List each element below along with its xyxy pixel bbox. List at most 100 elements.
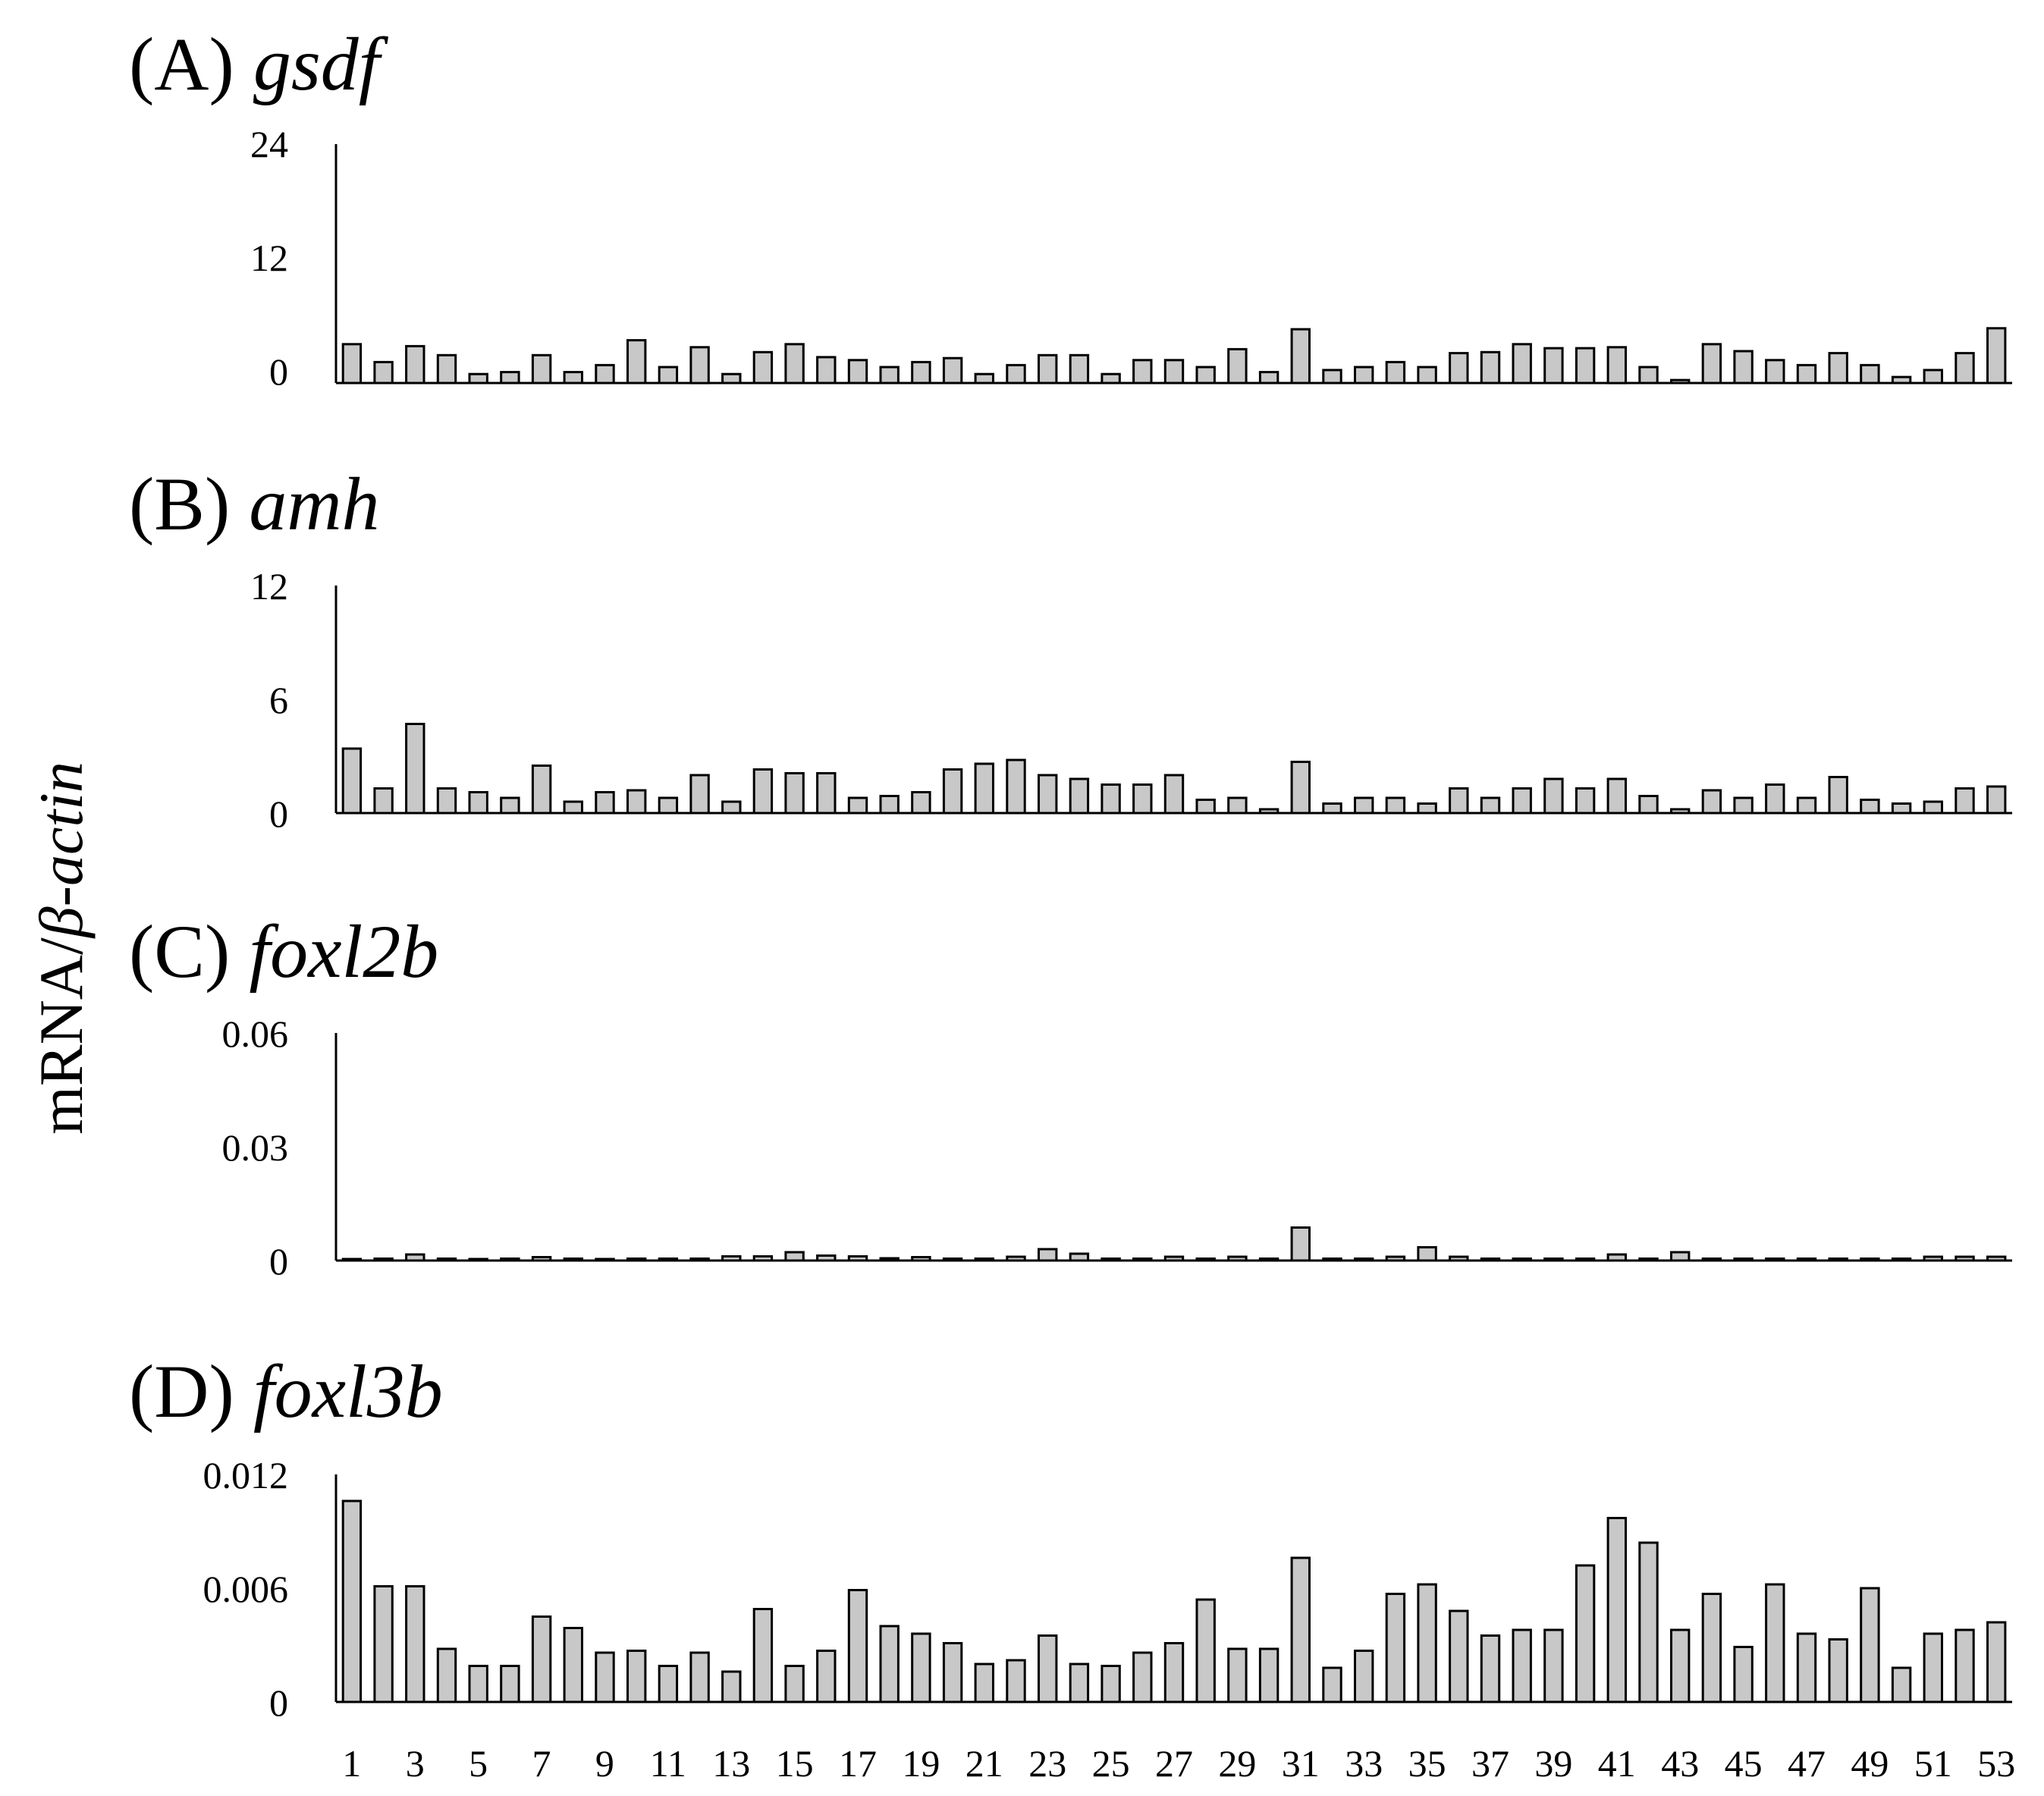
panel-a-bar-49	[1860, 363, 1880, 385]
panel-a-bar-20	[942, 356, 963, 385]
panel-a-bar-14	[752, 350, 774, 385]
panel-b-bar-21	[974, 762, 994, 815]
panel-b-bar-53	[1986, 785, 2007, 815]
panel-c-bar-4	[436, 1258, 457, 1262]
panel-a-ytick-mid: 12	[250, 237, 288, 279]
panel-d-bar-8	[563, 1627, 583, 1703]
panel-b: (B) amh 12 6 0	[129, 462, 2012, 835]
x-tick-labels: 1 3 5 7 9 11 13 15 17 19 21 23 25 27 29 31 33 35 37 39 41 43 4…	[342, 1742, 2015, 1785]
x-tick-label: 51	[1914, 1742, 1952, 1785]
panel-b-bar-11	[658, 796, 679, 815]
panel-b-bar-16	[816, 772, 837, 815]
panel-a-bar-52	[1955, 352, 1975, 385]
panel-b-bar-25	[1100, 783, 1121, 815]
panel-d-bar-38	[1512, 1628, 1532, 1703]
panel-c-bar-24	[1069, 1252, 1090, 1262]
panel-a-ytick-top: 24	[250, 123, 288, 165]
panel-d-bar-25	[1100, 1665, 1121, 1703]
panel-b-bar-29	[1227, 796, 1248, 815]
panel-a-bar-24	[1069, 353, 1090, 385]
x-tick-label: 45	[1725, 1742, 1763, 1785]
panel-d-bar-36	[1449, 1609, 1469, 1703]
panel-b-ytick-top: 12	[250, 565, 288, 608]
panel-d-bar-47	[1796, 1632, 1817, 1703]
panel-b-bar-1	[341, 747, 363, 815]
panel-b-bar-36	[1449, 787, 1469, 815]
panel-d-bar-21	[974, 1663, 994, 1703]
panel-c-bar-21	[974, 1258, 994, 1262]
panel-b-bar-50	[1891, 802, 1912, 815]
panel-b-ytick-mid: 6	[269, 679, 288, 721]
panel-a-bar-31	[1290, 328, 1311, 385]
panel-a-bar-39	[1543, 347, 1564, 385]
panel-c-bar-53	[1986, 1255, 2007, 1262]
x-tick-label: 23	[1028, 1742, 1066, 1785]
panel-b-bar-33	[1354, 796, 1374, 815]
panel-a-bar-45	[1733, 350, 1754, 385]
panel-d-bar-33	[1354, 1650, 1374, 1703]
panel-a-bar-12	[689, 346, 710, 385]
panel-b-bar-6	[500, 796, 520, 815]
panel-b-bar-18	[879, 795, 900, 815]
panel-d-bar-11	[658, 1665, 679, 1703]
panel-a-bar-26	[1132, 359, 1153, 385]
panel-b-bar-4	[436, 787, 457, 815]
x-tick-label: 43	[1661, 1742, 1699, 1785]
panel-a-bar-15	[784, 343, 805, 385]
panel-a-bar-35	[1417, 366, 1437, 385]
panel-a-bar-46	[1765, 359, 1785, 385]
panel-b-bar-14	[752, 768, 774, 815]
panel-c-bar-38	[1512, 1258, 1532, 1262]
panel-d-bar-20	[942, 1642, 963, 1703]
panel-c-bar-31	[1290, 1226, 1311, 1262]
panel-c-bar-50	[1891, 1258, 1912, 1262]
panel-a-bar-30	[1258, 371, 1279, 385]
x-tick-label: 13	[712, 1742, 750, 1785]
panel-a-bar-27	[1163, 359, 1185, 385]
panel-c-bar-36	[1449, 1255, 1469, 1262]
x-tick-label: 19	[902, 1742, 940, 1785]
panel-a-bar-33	[1354, 366, 1374, 385]
panel-b-bar-19	[911, 791, 931, 815]
panel-c-bar-22	[1006, 1255, 1026, 1262]
panel-c-bar-11	[658, 1258, 679, 1262]
panel-b-bar-24	[1069, 777, 1090, 815]
panel-d-bar-6	[500, 1665, 520, 1703]
panel-d-bar-40	[1575, 1564, 1596, 1703]
panel-b-bar-44	[1701, 789, 1722, 815]
panel-a-bar-18	[879, 366, 900, 385]
panel-b-bar-10	[626, 789, 647, 815]
panel-b-bar-3	[405, 723, 425, 815]
panel-b-bar-51	[1923, 800, 1944, 815]
panel-c-bar-17	[847, 1255, 868, 1262]
panel-c-bar-43	[1670, 1251, 1691, 1262]
panel-b-bar-2	[373, 787, 394, 815]
panel-d-bar-41	[1606, 1517, 1628, 1703]
panel-c-bar-2	[373, 1258, 394, 1262]
x-tick-label: 41	[1598, 1742, 1636, 1785]
panel-c-bar-40	[1575, 1258, 1596, 1262]
panel-c-bar-20	[942, 1258, 963, 1262]
x-tick-label: 31	[1282, 1742, 1320, 1785]
panel-a-bar-16	[816, 356, 837, 385]
panel-a-bar-44	[1701, 343, 1722, 385]
panel-c-bar-6	[500, 1258, 520, 1262]
panel-d-bar-23	[1038, 1634, 1058, 1703]
x-tick-label: 49	[1851, 1742, 1889, 1785]
panel-a-bar-4	[436, 353, 457, 385]
panel-a-bar-34	[1385, 360, 1406, 385]
panel-d-bar-39	[1543, 1628, 1564, 1703]
x-tick-label: 9	[595, 1742, 614, 1785]
panel-a-bar-32	[1322, 369, 1342, 385]
panel-d-bar-17	[847, 1589, 868, 1703]
x-tick-label: 47	[1788, 1742, 1826, 1785]
panel-b-bar-43	[1670, 808, 1691, 815]
panel-d-bar-1	[341, 1499, 363, 1703]
panel-b-bar-52	[1955, 787, 1975, 815]
panel-c-bar-10	[626, 1258, 647, 1262]
panel-d-bar-10	[626, 1650, 647, 1703]
panel-a-bar-21	[974, 372, 994, 385]
x-tick-label: 39	[1534, 1742, 1572, 1785]
panel-d-bar-49	[1860, 1587, 1880, 1703]
